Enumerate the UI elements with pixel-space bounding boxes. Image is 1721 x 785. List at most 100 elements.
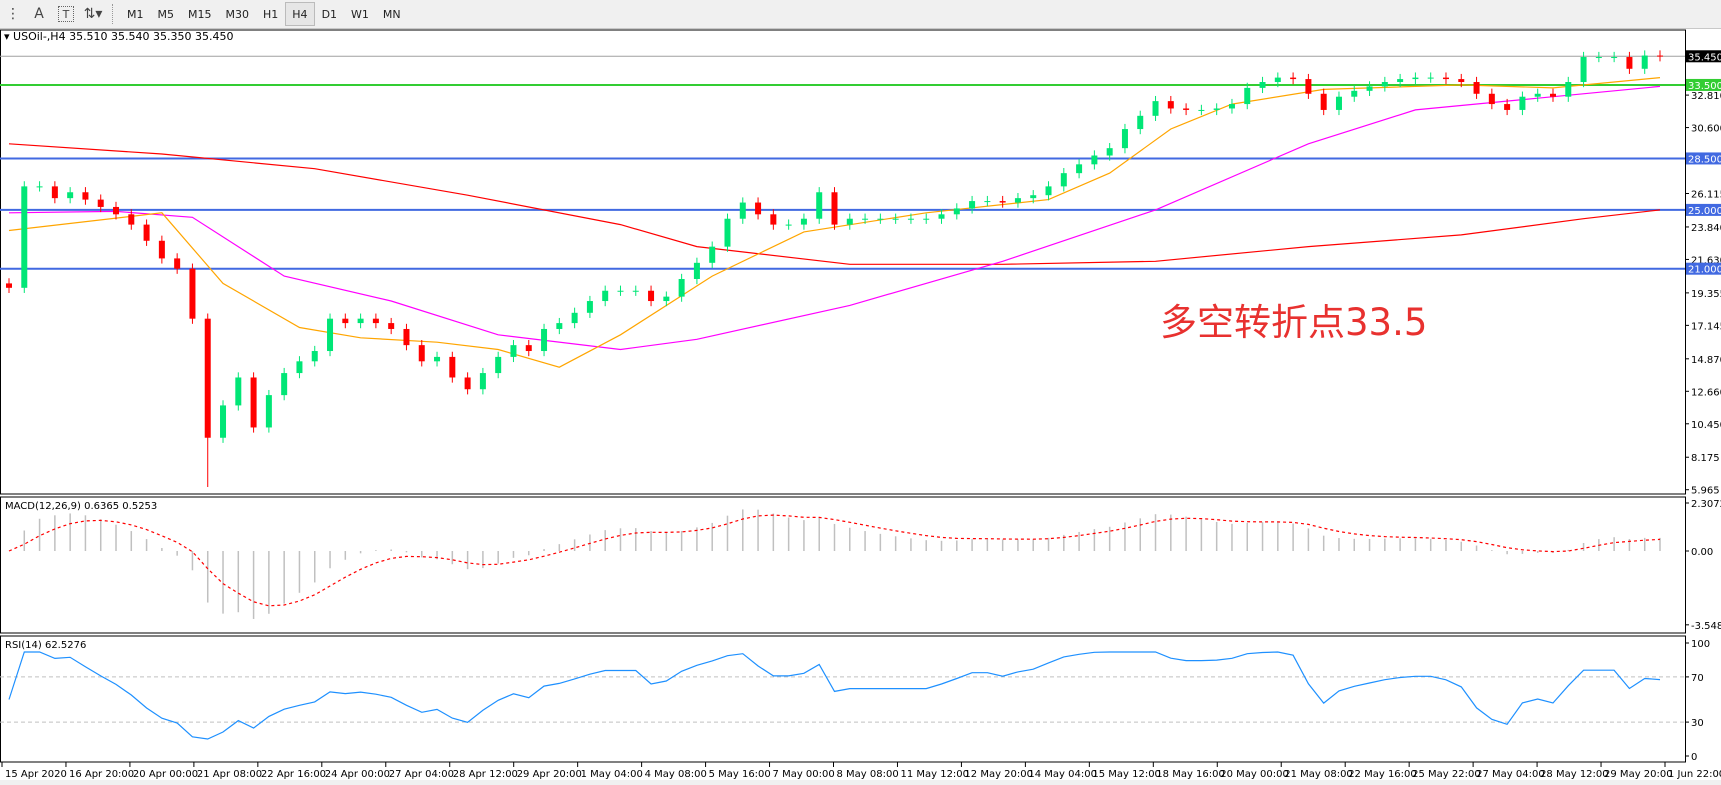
candle-body <box>602 290 609 302</box>
timeframe-h1[interactable]: H1 <box>263 7 279 21</box>
candle-body <box>51 186 58 199</box>
price-tick-label: 21.630 <box>1691 255 1721 266</box>
candle-body <box>1657 55 1663 57</box>
price-tick-label: 10.450 <box>1691 420 1721 431</box>
candle-body <box>1305 79 1312 94</box>
price-tick-label: 8.175 <box>1691 453 1720 464</box>
candle-body <box>541 328 548 352</box>
candle-body <box>1534 93 1541 97</box>
candle-body <box>586 301 593 313</box>
candle-body <box>1290 77 1297 80</box>
time-axis-label: 8 May 08:00 <box>837 769 899 780</box>
timeframe-m15[interactable]: M15 <box>188 7 212 21</box>
candle-body <box>357 318 364 324</box>
candle-body <box>785 224 792 226</box>
time-axis-label: 15 Apr 2020 <box>5 769 67 780</box>
candle-body <box>1213 108 1220 110</box>
time-axis-label: 15 May 12:00 <box>1092 769 1161 780</box>
candle-body <box>617 290 624 292</box>
candle-body <box>418 345 425 362</box>
candle-body <box>1611 57 1618 59</box>
macd-axis-label: 0.00 <box>1691 547 1713 558</box>
candle-body <box>434 356 441 362</box>
grid-icon[interactable]: ⋮ <box>6 6 20 22</box>
level-label-bg <box>1686 262 1721 275</box>
candle-body <box>388 323 395 329</box>
candle-body <box>739 202 746 219</box>
price-tick-label: 19.355 <box>1691 289 1721 300</box>
ma-red-line <box>8 143 1661 265</box>
candle-body <box>1549 93 1556 97</box>
level-label: 35.450 <box>1688 52 1721 63</box>
candle-body <box>479 373 486 390</box>
candle-body <box>265 395 272 428</box>
candle-body <box>449 356 456 378</box>
candle-body <box>1121 129 1128 149</box>
candle-body <box>1427 77 1434 79</box>
ma-magenta-line <box>8 85 1661 351</box>
candle-body <box>969 201 976 209</box>
candle-body <box>495 356 502 374</box>
rsi-axis-label: 100 <box>1691 639 1710 650</box>
candle-body <box>648 290 655 302</box>
bottom-strip <box>0 780 1721 785</box>
rsi-axis-label: 30 <box>1691 718 1704 729</box>
level-label-bg <box>1686 50 1721 63</box>
candle-body <box>143 224 150 241</box>
level-label: 21.000 <box>1688 265 1721 276</box>
candle-body <box>1641 55 1648 69</box>
candle-body <box>556 323 563 329</box>
symbol-title: ▾ USOil-,H4 35.510 35.540 35.350 35.450 <box>4 30 234 43</box>
rsi-axis-label: 0 <box>1691 752 1697 763</box>
time-axis-label: 11 May 12:00 <box>900 769 969 780</box>
candle-body <box>1504 104 1511 110</box>
time-axis-label: 18 May 16:00 <box>1156 769 1225 780</box>
candle-body <box>220 405 227 438</box>
candle-body <box>36 186 43 188</box>
candle-body <box>999 201 1006 203</box>
level-label-bg <box>1686 152 1721 165</box>
timeframe-w1[interactable]: W1 <box>351 7 369 21</box>
chart-area[interactable]: 32.810 30.600 26.115 23.840 21.630 19.355 17.1… <box>0 29 1721 780</box>
candle-body <box>770 214 777 225</box>
candle-body <box>1259 82 1266 88</box>
timeframe-d1[interactable]: D1 <box>321 7 338 21</box>
time-axis-label: 24 Apr 00:00 <box>325 769 390 780</box>
candle-body <box>342 318 349 324</box>
candle-body <box>693 262 700 279</box>
time-axis-label: 27 Apr 04:00 <box>389 769 454 780</box>
price-tick-label: 32.810 <box>1691 91 1721 102</box>
candle-body <box>1458 79 1465 83</box>
main-pane-border <box>0 29 1686 495</box>
arrows-icon[interactable]: ⇅▾ <box>83 6 103 22</box>
candle-body <box>1397 79 1404 83</box>
candle-body <box>632 290 639 292</box>
candle-body <box>724 218 731 247</box>
rsi-title: RSI(14) 62.5276 <box>5 640 87 651</box>
candle-body <box>709 246 716 263</box>
candle-body <box>816 192 823 219</box>
time-axis-label: 20 Apr 00:00 <box>133 769 198 780</box>
time-axis-label: 25 May 22:00 <box>1412 769 1481 780</box>
candle-body <box>113 206 120 215</box>
candle-body <box>1412 77 1419 80</box>
candle-body <box>296 361 303 374</box>
price-tick-label: 17.145 <box>1691 321 1721 332</box>
candle-body <box>327 318 334 352</box>
rsi-axis-label: 70 <box>1691 673 1704 684</box>
pivot-annotation: 多空转折点33.5 <box>1160 301 1428 344</box>
timeframe-m5[interactable]: M5 <box>157 7 175 21</box>
text-a-icon[interactable]: A <box>34 6 44 22</box>
macd-axis-label: -3.5484 <box>1691 621 1721 632</box>
candle-body <box>128 214 135 225</box>
candle-body <box>1045 186 1052 196</box>
timeframe-h4[interactable]: H4 <box>285 2 315 26</box>
text-label-icon[interactable]: T <box>58 6 74 22</box>
timeframe-mn[interactable]: MN <box>382 7 401 21</box>
timeframe-m1[interactable]: M1 <box>127 7 144 21</box>
timeframe-m30[interactable]: M30 <box>225 7 250 21</box>
toolbar-separator <box>112 4 114 24</box>
candle-body <box>97 199 104 207</box>
time-axis-label: 29 Apr 20:00 <box>517 769 582 780</box>
dropdown-triangle-icon[interactable]: ▾ <box>4 30 10 43</box>
